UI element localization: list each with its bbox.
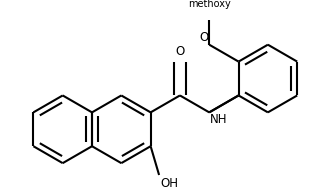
Text: OH: OH <box>160 177 178 190</box>
Text: methoxy: methoxy <box>188 0 231 9</box>
Text: O: O <box>175 46 185 58</box>
Text: O: O <box>199 31 208 44</box>
Text: NH: NH <box>210 113 228 127</box>
